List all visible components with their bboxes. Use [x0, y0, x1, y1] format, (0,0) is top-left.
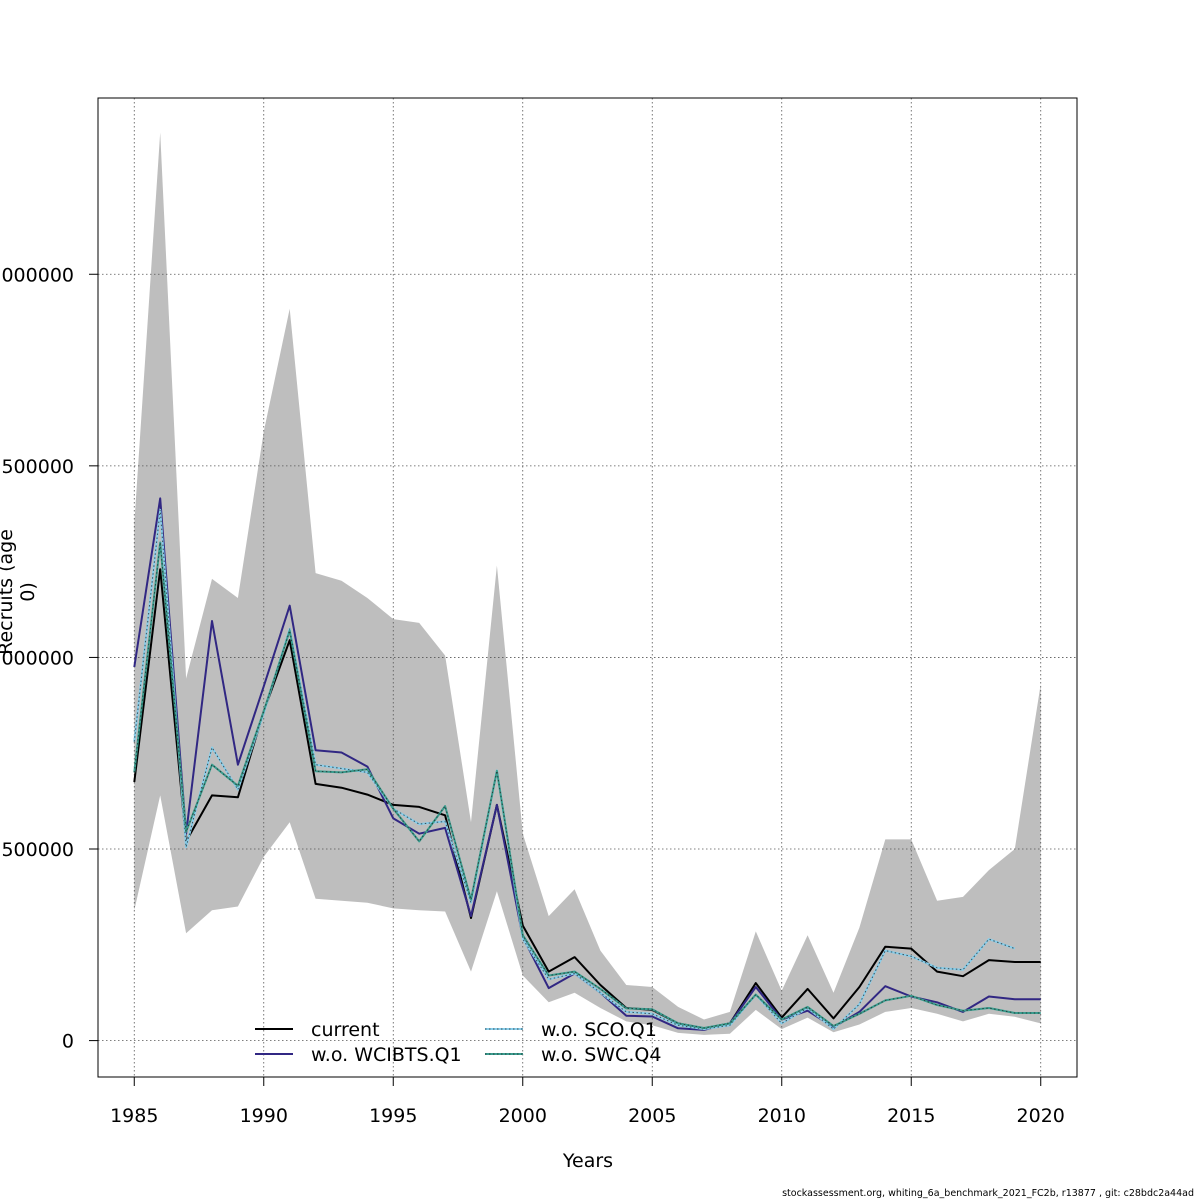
- grid-layer: [98, 98, 1077, 1077]
- series-layer: [133, 497, 1041, 1031]
- x-tick-label: 2020: [1017, 1105, 1065, 1127]
- series-dotted-overlay: [133, 509, 1015, 1030]
- x-axis-title: Years: [562, 1150, 614, 1172]
- footer-source-text: stockassessment.org, whiting_6a_benchmar…: [782, 1188, 1194, 1199]
- x-tick-label: 2005: [628, 1105, 676, 1127]
- series-line: [133, 568, 1041, 1030]
- legend-label: w.o. WCIBTS.Q1: [311, 1044, 462, 1066]
- series-dotted-overlay: [133, 542, 1041, 1029]
- confidence-band-layer: [134, 132, 1041, 1035]
- confidence-band: [134, 132, 1041, 1035]
- legend-label: w.o. SCO.Q1: [541, 1019, 657, 1041]
- x-tick-label: 2015: [887, 1105, 935, 1127]
- x-tick-label: 1990: [240, 1105, 288, 1127]
- y-tick-label: 2000000: [0, 264, 74, 286]
- legend-label: current: [311, 1019, 380, 1041]
- axis-layer: 1985 1990 1995 2000 2005 2010 2015 2020 0 500000 1…: [0, 264, 1065, 1127]
- x-tick-label: 1985: [110, 1105, 158, 1127]
- legend: current w.o. WCIBTS.Q1 w.o. SCO.Q1 w.o. SWC…: [255, 1019, 661, 1066]
- y-tick-label: 0: [62, 1031, 74, 1053]
- x-tick-label: 2010: [758, 1105, 806, 1127]
- y-tick-label: 1000000: [0, 647, 74, 669]
- plot-frame: [97, 97, 1078, 1078]
- x-tick-label: 2000: [499, 1105, 547, 1127]
- x-tick-label: 1995: [369, 1105, 417, 1127]
- legend-label: w.o. SWC.Q4: [541, 1044, 661, 1066]
- y-tick-label: 1500000: [0, 456, 74, 478]
- y-tick-label: 500000: [1, 839, 74, 861]
- y-axis-title: Recruits (age 0): [0, 529, 39, 655]
